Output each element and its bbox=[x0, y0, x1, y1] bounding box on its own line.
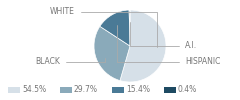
FancyBboxPatch shape bbox=[112, 87, 124, 93]
Text: BLACK: BLACK bbox=[35, 57, 105, 66]
Text: A.I.: A.I. bbox=[130, 22, 197, 50]
FancyBboxPatch shape bbox=[164, 87, 176, 93]
Text: 0.4%: 0.4% bbox=[178, 86, 197, 94]
FancyBboxPatch shape bbox=[60, 87, 72, 93]
Text: 15.4%: 15.4% bbox=[126, 86, 150, 94]
Wedge shape bbox=[100, 10, 130, 46]
Text: HISPANIC: HISPANIC bbox=[117, 25, 220, 66]
Text: 54.5%: 54.5% bbox=[22, 86, 46, 94]
Wedge shape bbox=[129, 10, 130, 46]
Wedge shape bbox=[120, 10, 166, 82]
Wedge shape bbox=[94, 26, 130, 81]
FancyBboxPatch shape bbox=[8, 87, 20, 93]
Text: WHITE: WHITE bbox=[50, 8, 157, 47]
Text: 29.7%: 29.7% bbox=[74, 86, 98, 94]
